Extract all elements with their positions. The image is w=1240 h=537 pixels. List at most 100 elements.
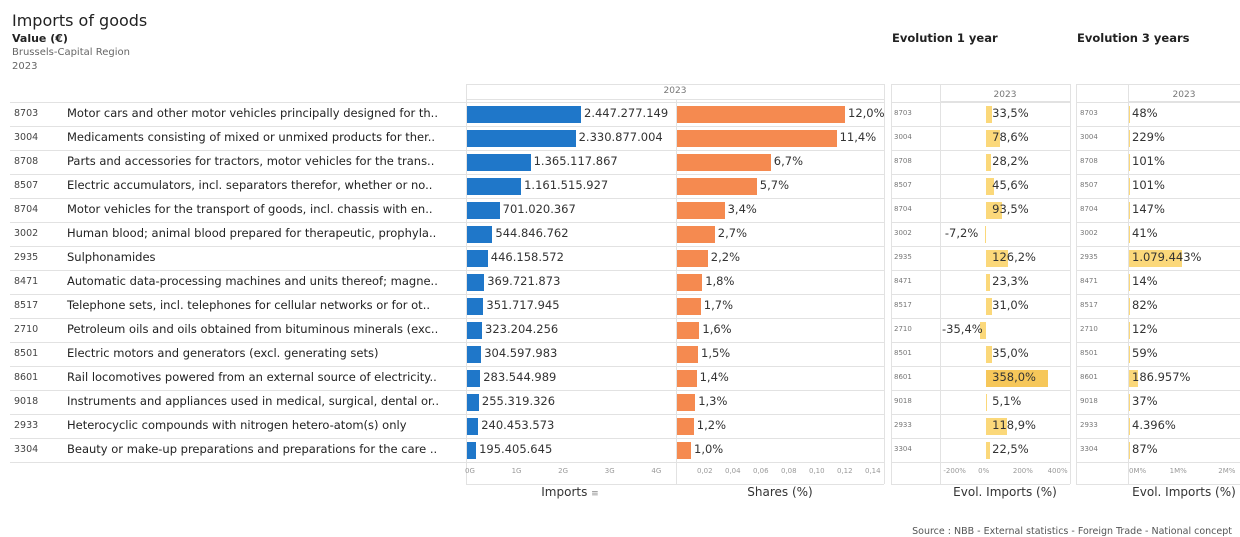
row-divider <box>10 342 884 343</box>
shares-axis-tick: 0,12 <box>837 467 853 475</box>
evol3-value-label: 59% <box>1132 346 1158 360</box>
imports-bar <box>467 105 582 123</box>
hs-code: 8471 <box>14 276 39 287</box>
panel-divider <box>1070 84 1071 484</box>
imports-bar <box>467 345 482 363</box>
shares-value-label: 1,7% <box>703 298 734 312</box>
shares-value-label: 1,5% <box>701 346 731 360</box>
evol3-hs-code: 3002 <box>1080 229 1098 237</box>
imports-axis-tick: 2G <box>558 467 569 475</box>
evol1-hs-code: 8703 <box>894 109 912 117</box>
shares-bar <box>677 105 845 123</box>
evol1-value-label: 22,5% <box>992 442 1029 456</box>
row-divider <box>1076 174 1240 175</box>
hs-code: 8703 <box>14 108 39 119</box>
hs-code: 9018 <box>14 396 39 407</box>
product-description: Motor cars and other motor vehicles prin… <box>67 106 438 120</box>
imports-axis-title-text: Imports <box>541 485 588 499</box>
evol1-hs-code: 3002 <box>894 229 912 237</box>
imports-bar <box>467 297 484 315</box>
imports-axis-tick: 1G <box>511 467 522 475</box>
evol1-bar <box>986 201 1003 219</box>
evol3-bar <box>1129 177 1130 195</box>
evol3-axis-tick: 1M% <box>1169 467 1187 475</box>
shares-axis-tick: 0,02 <box>697 467 713 475</box>
shares-value-label: 1,0% <box>694 442 724 456</box>
chart-title: Imports of goods <box>12 11 148 30</box>
evol3-hs-code: 2710 <box>1080 325 1098 333</box>
evol1-value-label: 31,0% <box>992 298 1029 312</box>
row-divider <box>1076 102 1240 103</box>
row-divider <box>1076 366 1240 367</box>
shares-value-label: 1,8% <box>705 274 735 288</box>
imports-bar <box>467 273 485 291</box>
panel-divider <box>940 84 941 484</box>
evol3-axis-title: Evol. Imports (%) <box>1132 485 1236 499</box>
row-divider <box>10 126 884 127</box>
evol3-value-label: 87% <box>1132 442 1158 456</box>
shares-bar <box>677 369 697 387</box>
evol3-value-label: 101% <box>1132 154 1165 168</box>
evol1-value-label: -35,4% <box>942 322 983 336</box>
evol3-hs-code: 9018 <box>1080 397 1098 405</box>
hs-code: 2710 <box>14 324 39 335</box>
row-divider <box>10 462 884 463</box>
evol1-hs-code: 8517 <box>894 301 912 309</box>
shares-bar <box>677 177 757 195</box>
evol1-value-label: 5,1% <box>992 394 1022 408</box>
evol3-value-label: 48% <box>1132 106 1158 120</box>
shares-bar <box>677 345 698 363</box>
imports-axis-tick: 0G <box>465 467 475 475</box>
shares-value-label: 1,3% <box>698 394 728 408</box>
imports-bar <box>467 177 522 195</box>
row-divider <box>891 150 1070 151</box>
product-description: Rail locomotives powered from an externa… <box>67 370 437 384</box>
evol1-value-label: 28,2% <box>992 154 1029 168</box>
product-description: Electric accumulators, incl. separators … <box>67 178 433 192</box>
shares-bar <box>677 321 700 339</box>
evol3-bar <box>1129 201 1130 219</box>
row-divider <box>1076 222 1240 223</box>
product-description: Beauty or make-up preparations and prepa… <box>67 442 438 456</box>
evol3-axis-tick: 2M% <box>1218 467 1236 475</box>
evol3-bar <box>1129 273 1130 291</box>
evol1-bar <box>986 369 1049 387</box>
row-divider <box>891 246 1070 247</box>
sort-icon[interactable]: ≡ <box>591 489 599 499</box>
row-divider <box>10 222 884 223</box>
evol3-bar <box>1129 369 1139 387</box>
evol1-bar <box>986 249 1009 267</box>
panel-header-border <box>466 99 884 100</box>
shares-axis-tick: 0,10 <box>809 467 825 475</box>
panel-divider <box>1076 84 1077 484</box>
hs-code: 8517 <box>14 300 39 311</box>
row-divider <box>1076 438 1240 439</box>
shares-axis-tick: 0,08 <box>781 467 797 475</box>
row-divider <box>1076 462 1240 463</box>
evol3-bar <box>1129 225 1130 243</box>
evol1-hs-code: 8501 <box>894 349 912 357</box>
shares-bar <box>677 441 691 459</box>
product-description: Electric motors and generators (excl. ge… <box>67 346 379 360</box>
evol1-value-label: 93,5% <box>992 202 1029 216</box>
row-divider <box>1076 342 1240 343</box>
row-divider <box>10 246 884 247</box>
evol1-value-label: 78,6% <box>992 130 1029 144</box>
evol1-bar <box>986 153 992 171</box>
evol3-value-label: 37% <box>1132 394 1158 408</box>
panel-divider <box>884 84 885 484</box>
row-divider <box>891 318 1070 319</box>
evol1-bar <box>986 177 995 195</box>
evol1-axis-title: Evol. Imports (%) <box>953 485 1057 499</box>
evol1-bar <box>986 273 991 291</box>
row-divider <box>1076 294 1240 295</box>
imports-bar <box>467 441 477 459</box>
evol3-bar <box>1129 105 1130 123</box>
shares-axis-tick: 0,14 <box>865 467 881 475</box>
panel-top-border <box>466 84 884 85</box>
evol3-bar <box>1129 345 1130 363</box>
row-divider <box>10 102 884 103</box>
evol3-bar <box>1129 441 1130 459</box>
imports-value-label: 446.158.572 <box>490 250 564 264</box>
row-divider <box>1076 150 1240 151</box>
